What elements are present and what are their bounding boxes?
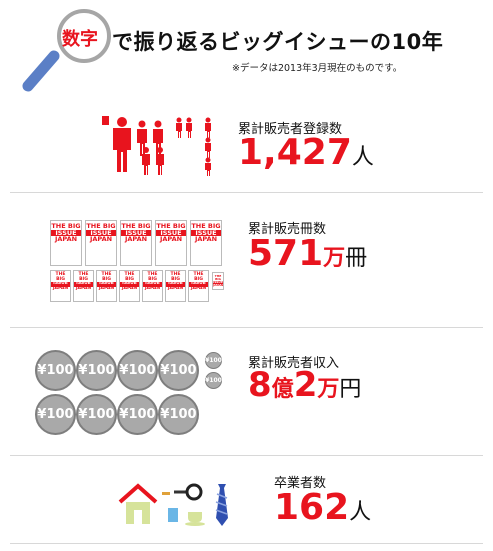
magazine-title-line: THE BIG <box>147 272 158 282</box>
magazine-title-line: ISSUE <box>166 281 185 287</box>
coin-icon: ¥100 <box>205 352 222 369</box>
divider <box>10 192 483 193</box>
graduates-unit: 人 <box>349 499 372 524</box>
magazine-title-line: THE BIG <box>51 222 81 230</box>
magazine-title-line: THE BIG <box>156 222 186 230</box>
magazine-icon: THE BIG ISSUE JAPAN <box>85 220 117 266</box>
income-unit-man: 万 <box>317 377 340 402</box>
magazine-title-line: ISSUE <box>86 229 116 236</box>
magazine-icon: THE BIG ISSUE JAPAN <box>50 220 82 266</box>
magazine-title-line: JAPAN <box>121 285 138 291</box>
magazine-title-line: ISSUE <box>143 281 162 287</box>
data-note: ※データは2013年3月現在のものです。 <box>232 63 403 74</box>
magazine-title-line: JAPAN <box>213 283 224 287</box>
magazine-icon: THE BIG ISSUE JAPAN <box>50 270 71 302</box>
magazine-title-line: ISSUE <box>51 229 81 236</box>
magazine-title-line: ISSUE <box>97 281 116 287</box>
vendor-count-label: 累計販売者登録数 <box>238 122 343 137</box>
coin-group: ¥100 ¥100 ¥100 ¥100 ¥100 ¥100 ¥100 ¥100 ¥100 ¥100 <box>35 350 230 440</box>
people-icon <box>102 116 211 176</box>
magazine-title-line: ISSUE <box>156 229 186 236</box>
magazine-title-line: THE BIG <box>193 272 204 282</box>
copies-sold-figure: 571万冊 <box>248 236 367 272</box>
income-unit-yen: 円 <box>339 376 362 401</box>
magazine-title-line: THE BIG <box>55 272 66 282</box>
magazine-title-line: ISSUE <box>74 281 93 287</box>
magazine-title-line: JAPAN <box>190 285 207 291</box>
magazine-title-line: JAPAN <box>98 285 115 291</box>
magazine-title-line: JAPAN <box>89 235 113 243</box>
page-title: で振り返るビッグイシューの10年 <box>112 30 444 54</box>
coin-icon: ¥100 <box>205 372 222 389</box>
income-value-man: 2 <box>293 365 318 405</box>
magazine-icon: THE BIG ISSUE JAPAN <box>155 220 187 266</box>
copies-sold-label: 累計販売冊数 <box>248 222 327 237</box>
income-value-oku: 8 <box>248 365 272 405</box>
coin-icon: ¥100 <box>35 394 76 435</box>
coin-icon: ¥100 <box>117 394 158 435</box>
vendor-count-value: 1,427 <box>238 132 352 173</box>
graduates-figure: 162人 <box>274 490 371 526</box>
magazine-icon: THE BIG ISSUE JAPAN <box>188 270 209 302</box>
magazine-icon: THE BIG ISSUE JAPAN <box>119 270 140 302</box>
magazine-stack: THE BIG ISSUE JAPAN THE BIG ISSUE JAPAN THE BI… <box>50 220 230 310</box>
magazine-title-line: THE BIG <box>214 274 222 281</box>
magazine-title-line: ISSUE <box>189 281 208 287</box>
magazine-title-line: ISSUE <box>121 229 151 236</box>
magnifier-icon <box>22 9 111 92</box>
magazine-title-line: ISSUE <box>213 280 223 284</box>
magazine-title-line: JAPAN <box>54 235 78 243</box>
coin-icon: ¥100 <box>158 394 199 435</box>
graduation-icons <box>118 483 228 526</box>
magazine-title-line: JAPAN <box>124 235 148 243</box>
badge-text: 数字 <box>62 29 98 50</box>
divider <box>10 327 483 328</box>
magazine-title-line: JAPAN <box>75 285 92 291</box>
coin-icon: ¥100 <box>35 350 76 391</box>
magazine-title-line: THE BIG <box>124 272 135 282</box>
magazine-title-line: JAPAN <box>52 285 69 291</box>
magazine-title-line: JAPAN <box>159 235 183 243</box>
magazine-title-line: THE BIG <box>78 272 89 282</box>
magazine-title-line: THE BIG <box>191 222 221 230</box>
divider <box>10 543 483 544</box>
copies-sold-value: 571 <box>248 233 324 274</box>
magazine-title-line: ISSUE <box>191 229 221 236</box>
graduates-label: 卒業者数 <box>274 476 327 491</box>
magazine-title-line: THE BIG <box>121 222 151 230</box>
magazine-title-line: THE BIG <box>170 272 181 282</box>
income-unit-oku: 億 <box>271 377 294 402</box>
copies-sold-unit: 冊 <box>345 245 368 270</box>
magazine-icon: THE BIG ISSUE JAPAN <box>120 220 152 266</box>
income-label: 累計販売者収入 <box>248 356 340 371</box>
magazine-title-line: ISSUE <box>120 281 139 287</box>
magazine-title-line: ISSUE <box>51 281 70 287</box>
coin-icon: ¥100 <box>76 394 117 435</box>
divider <box>10 455 483 456</box>
magazine-title-line: THE BIG <box>101 272 112 282</box>
magazine-icon: THE BIG ISSUE JAPAN <box>165 270 186 302</box>
coin-icon: ¥100 <box>76 350 117 391</box>
income-figure: 8億2万円 <box>248 368 361 403</box>
magazine-icon: THE BIG ISSUE JAPAN <box>73 270 94 302</box>
vendor-count-unit: 人 <box>351 144 374 169</box>
magazine-title-line: JAPAN <box>144 285 161 291</box>
vendor-count-figure: 1,427人 <box>238 135 374 171</box>
magazine-icon: THE BIG ISSUE JAPAN <box>142 270 163 302</box>
coin-icon: ¥100 <box>158 350 199 391</box>
copies-sold-unit-ten-thousand: 万 <box>323 246 346 271</box>
graduates-value: 162 <box>274 487 350 528</box>
magazine-title-line: JAPAN <box>167 285 184 291</box>
magazine-icon: THE BIG ISSUE JAPAN <box>212 272 224 290</box>
magazine-title-line: JAPAN <box>194 235 218 243</box>
magazine-icon: THE BIG ISSUE JAPAN <box>96 270 117 302</box>
coin-icon: ¥100 <box>117 350 158 391</box>
magazine-icon: THE BIG ISSUE JAPAN <box>190 220 222 266</box>
magazine-title-line: THE BIG <box>86 222 116 230</box>
